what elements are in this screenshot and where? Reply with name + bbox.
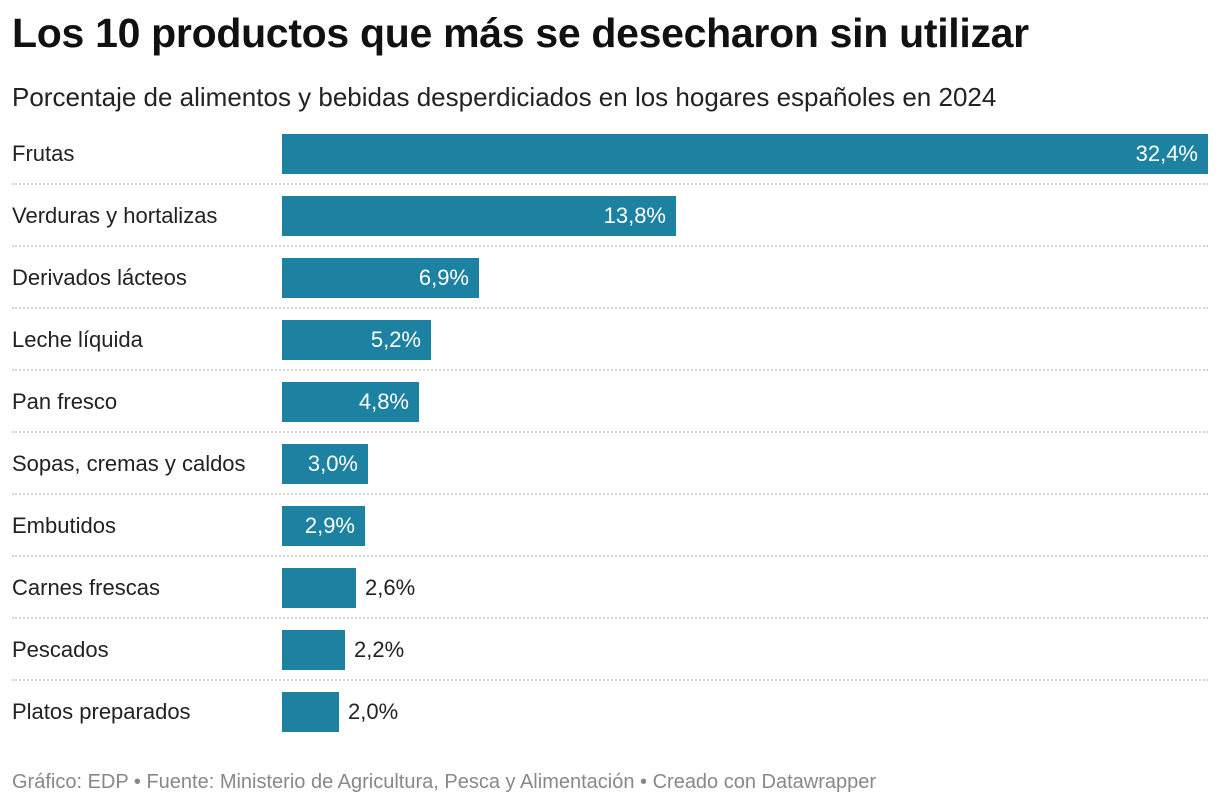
value-label: 3,0% <box>307 451 358 476</box>
bar <box>282 320 431 360</box>
category-label: Carnes frescas <box>12 575 160 600</box>
bar <box>282 382 419 422</box>
bar <box>282 196 676 236</box>
bar-row: Frutas 32,4% <box>0 126 1220 188</box>
bar-row: Verduras y hortalizas 13,8% <box>0 188 1220 250</box>
value-label: 6,9% <box>418 265 469 290</box>
bar <box>282 692 339 732</box>
bar-row: Leche líquida 5,2% <box>0 312 1220 374</box>
category-label: Verduras y hortalizas <box>12 203 218 228</box>
row-separator <box>12 493 1208 495</box>
bar-row: Embutidos 2,9% <box>0 498 1220 560</box>
category-label: Sopas, cremas y caldos <box>12 451 246 476</box>
bar-row: Sopas, cremas y caldos 3,0% <box>0 436 1220 498</box>
chart-subtitle: Porcentaje de alimentos y bebidas desper… <box>12 82 997 112</box>
value-label: 2,6% <box>365 575 416 600</box>
category-label: Pescados <box>12 637 109 662</box>
category-label: Platos preparados <box>12 699 191 724</box>
bar-row: Pan fresco 4,8% <box>0 374 1220 436</box>
value-label: 4,8% <box>358 389 409 414</box>
row-separator <box>12 369 1208 371</box>
value-label: 2,9% <box>304 513 355 538</box>
chart-title: Los 10 productos que más se desecharon s… <box>12 10 1029 56</box>
row-separator <box>12 679 1208 681</box>
value-label: 5,2% <box>370 327 421 352</box>
row-separator <box>12 555 1208 557</box>
category-label: Embutidos <box>12 513 116 538</box>
bar-row: Pescados 2,2% <box>0 622 1220 684</box>
bar <box>282 258 479 298</box>
bar-chart: Frutas 32,4% Verduras y hortalizas 13,8% Der… <box>0 126 1220 746</box>
row-separator <box>12 245 1208 247</box>
category-label: Pan fresco <box>12 389 118 414</box>
row-separator <box>12 307 1208 309</box>
value-label: 2,2% <box>354 637 405 662</box>
bar-row: Carnes frescas 2,6% <box>0 560 1220 622</box>
bar <box>282 568 356 608</box>
category-label: Leche líquida <box>12 327 143 352</box>
bar <box>282 506 365 546</box>
row-separator <box>12 617 1208 619</box>
value-label: 13,8% <box>603 203 666 228</box>
row-separator <box>12 183 1208 185</box>
value-label: 2,0% <box>348 699 399 724</box>
bar-row: Platos preparados 2,0% <box>0 684 1220 746</box>
category-label: Derivados lácteos <box>12 265 187 290</box>
chart-footer-credit: Gráfico: EDP • Fuente: Ministerio de Agr… <box>12 771 877 793</box>
row-separator <box>12 431 1208 433</box>
bar <box>282 630 345 670</box>
bar <box>282 134 1208 174</box>
bar-row: Derivados lácteos 6,9% <box>0 250 1220 312</box>
category-label: Frutas <box>12 141 75 166</box>
value-label: 32,4% <box>1135 141 1198 166</box>
bar <box>282 444 368 484</box>
